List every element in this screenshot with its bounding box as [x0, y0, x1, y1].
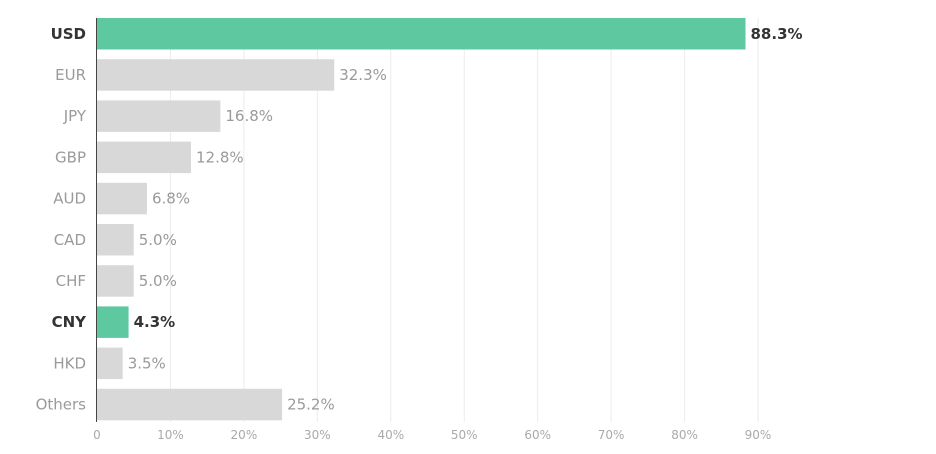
x-tick-label-10: 10% [157, 428, 184, 442]
x-tick-label-90: 90% [745, 428, 772, 442]
bars [97, 18, 746, 421]
value-label-cad: 5.0% [139, 231, 177, 249]
category-label-cad: CAD [54, 231, 86, 249]
category-label-gbp: GBP [55, 148, 86, 166]
bar-eur [97, 59, 335, 91]
bar-others [97, 388, 283, 421]
x-tick-label-50: 50% [451, 428, 478, 442]
bar-usd [97, 18, 746, 50]
category-labels: USD EUR JPY GBP AUD CAD CHF CNY HKD Others [36, 25, 88, 414]
x-tick-label-70: 70% [598, 428, 625, 442]
bar-hkd [97, 347, 123, 380]
value-label-gbp: 12.8% [196, 148, 244, 166]
category-label-others: Others [36, 396, 87, 414]
value-label-eur: 32.3% [339, 66, 387, 84]
bar-cny [97, 306, 129, 338]
category-label-chf: CHF [56, 272, 86, 290]
value-label-cny: 4.3% [134, 313, 176, 331]
x-tick-label-0: 0 [93, 428, 101, 442]
x-tick-label-30: 30% [304, 428, 331, 442]
value-label-usd: 88.3% [751, 25, 803, 43]
x-tick-label-20: 20% [231, 428, 258, 442]
category-label-eur: EUR [55, 66, 86, 84]
category-label-jpy: JPY [63, 107, 87, 125]
x-tick-label-80: 80% [671, 428, 698, 442]
category-label-hkd: HKD [53, 354, 86, 372]
x-tick-label-40: 40% [377, 428, 404, 442]
bar-jpy [97, 100, 221, 132]
x-tick-labels: 0 10% 20% 30% 40% 50% 60% 70% 80% 90% [93, 428, 771, 442]
value-label-aud: 6.8% [152, 190, 190, 208]
value-label-hkd: 3.5% [128, 354, 166, 372]
value-label-jpy: 16.8% [225, 107, 273, 125]
category-label-aud: AUD [53, 190, 86, 208]
value-label-others: 25.2% [287, 396, 335, 414]
bar-cad [97, 224, 134, 256]
category-label-cny: CNY [52, 313, 88, 331]
value-label-chf: 5.0% [139, 272, 177, 290]
category-label-usd: USD [51, 25, 86, 43]
bar-aud [97, 182, 147, 215]
value-labels: 88.3% 32.3% 16.8% 12.8% 6.8% 5.0% 5.0% 4.3% 3.5%… [128, 25, 803, 414]
x-tick-label-60: 60% [524, 428, 551, 442]
bar-gbp [97, 141, 192, 174]
bar-chf [97, 265, 134, 297]
